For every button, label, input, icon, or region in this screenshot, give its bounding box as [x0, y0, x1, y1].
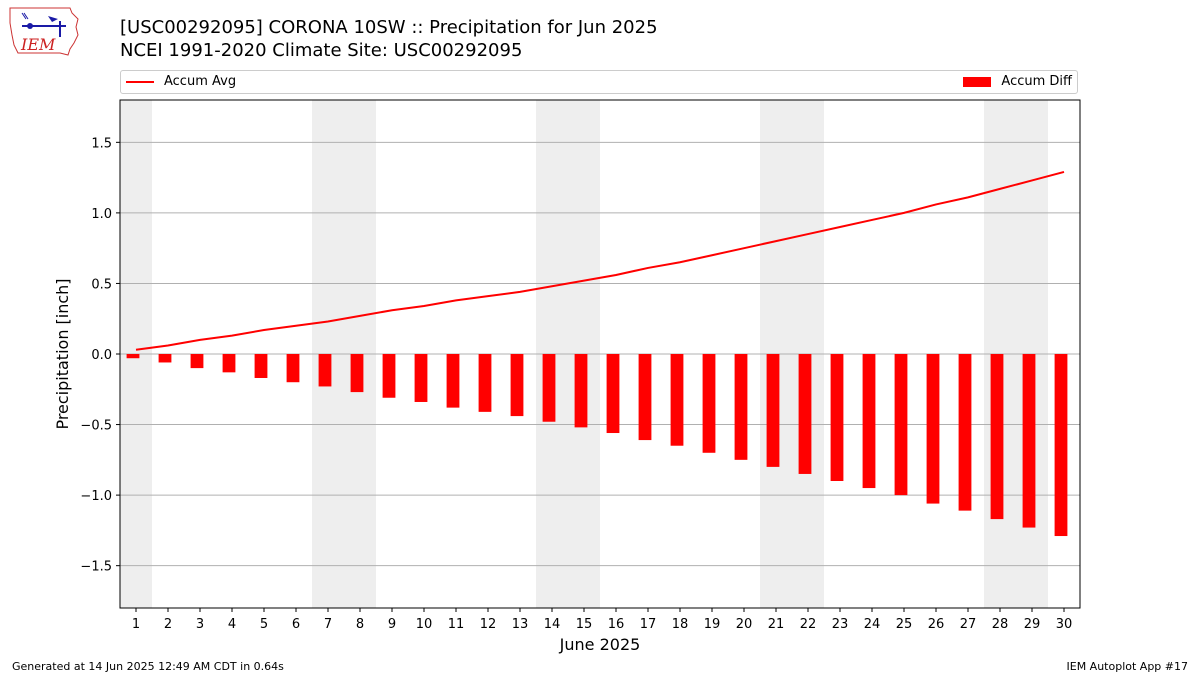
chart-subtitle: NCEI 1991-2020 Climate Site: USC00292095: [120, 40, 523, 61]
x-tick-label: 18: [672, 617, 689, 632]
bar-accum-diff: [510, 354, 524, 417]
legend-bar-swatch: [963, 76, 992, 87]
y-tick-label: 1.0: [91, 207, 112, 222]
x-tick-label: 9: [388, 617, 396, 632]
x-tick-label: 25: [896, 617, 913, 632]
bar-accum-diff: [766, 354, 780, 467]
x-tick-label: 15: [576, 617, 593, 632]
bar-accum-diff: [670, 354, 684, 446]
bar-accum-diff: [574, 354, 588, 428]
x-tick-label: 19: [704, 617, 721, 632]
bar-accum-diff: [254, 354, 268, 378]
bar-accum-diff: [734, 354, 748, 460]
bar-accum-diff: [318, 354, 332, 387]
x-tick-label: 16: [608, 617, 625, 632]
y-tick-label: −0.5: [80, 419, 112, 434]
bar-accum-diff: [382, 354, 396, 398]
bar-accum-diff: [990, 354, 1004, 520]
x-tick-label: 10: [416, 617, 433, 632]
line-accum-avg: [135, 170, 1065, 351]
bar-accum-diff: [702, 354, 716, 453]
x-tick-label: 13: [512, 617, 529, 632]
y-tick-label: 1.5: [91, 136, 112, 151]
app-credit: IEM Autoplot App #17: [1066, 660, 1189, 673]
bar-accum-diff: [894, 354, 908, 496]
bar-accum-diff: [286, 354, 300, 383]
x-tick-label: 14: [544, 617, 561, 632]
y-tick-label: −1.0: [80, 489, 112, 504]
legend-label-accum-avg: Accum Avg: [164, 74, 237, 89]
bar-accum-diff: [350, 354, 364, 393]
x-tick-label: 1: [132, 617, 140, 632]
x-tick-label: 11: [448, 617, 465, 632]
bar-accum-diff: [958, 354, 972, 511]
bar-accum-diff: [1054, 354, 1068, 537]
bar-accum-diff: [926, 354, 940, 504]
generated-timestamp: Generated at 14 Jun 2025 12:49 AM CDT in…: [12, 660, 284, 673]
bar-accum-diff: [862, 354, 876, 489]
y-tick-label: 0.5: [91, 277, 112, 292]
bar-accum-diff: [478, 354, 492, 412]
x-tick-label: 30: [1056, 617, 1073, 632]
x-tick-label: 21: [768, 617, 785, 632]
bar-accum-diff: [446, 354, 460, 408]
legend-line-swatch: [126, 80, 154, 83]
iem-logo: IEM: [8, 5, 80, 59]
x-tick-label: 27: [960, 617, 977, 632]
y-tick-label: −1.5: [80, 560, 112, 575]
x-tick-label: 5: [260, 617, 268, 632]
x-axis-label: June 2025: [559, 635, 641, 654]
bar-accum-diff: [158, 354, 172, 363]
x-tick-label: 4: [228, 617, 236, 632]
chart-legend: Accum Avg Accum Diff: [120, 70, 1078, 94]
bar-accum-diff: [606, 354, 620, 434]
bar-accum-diff: [1022, 354, 1036, 528]
plot-frame: [119, 99, 1081, 609]
bar-accum-diff: [126, 354, 140, 359]
bar-accum-diff: [638, 354, 652, 441]
x-tick-label: 2: [164, 617, 172, 632]
x-tick-label: 12: [480, 617, 497, 632]
legend-entry-accum-avg: Accum Avg: [126, 74, 236, 89]
x-tick-label: 23: [832, 617, 849, 632]
x-tick-label: 26: [928, 617, 945, 632]
y-tick-label: 0.0: [91, 348, 112, 363]
x-tick-label: 24: [864, 617, 881, 632]
y-axis-label: Precipitation [inch]: [53, 278, 72, 429]
x-tick-label: 20: [736, 617, 753, 632]
bar-accum-diff: [830, 354, 844, 481]
iowa-map-icon: IEM: [9, 7, 79, 56]
legend-label-accum-diff: Accum Diff: [1001, 74, 1072, 89]
x-tick-label: 22: [800, 617, 817, 632]
bar-accum-diff: [414, 354, 428, 402]
x-tick-label: 3: [196, 617, 204, 632]
legend-entry-accum-diff: Accum Diff: [963, 74, 1072, 89]
bar-accum-diff: [542, 354, 556, 422]
x-tick-label: 6: [292, 617, 300, 632]
logo-text: IEM: [20, 35, 56, 54]
bar-accum-diff: [798, 354, 812, 474]
x-tick-label: 8: [356, 617, 364, 632]
x-tick-label: 7: [324, 617, 332, 632]
x-tick-label: 29: [1024, 617, 1041, 632]
bar-accum-diff: [190, 354, 204, 369]
chart-title: [USC00292095] CORONA 10SW :: Precipitati…: [120, 17, 658, 38]
x-tick-label: 28: [992, 617, 1009, 632]
x-tick-label: 17: [640, 617, 657, 632]
bar-accum-diff: [222, 354, 236, 373]
